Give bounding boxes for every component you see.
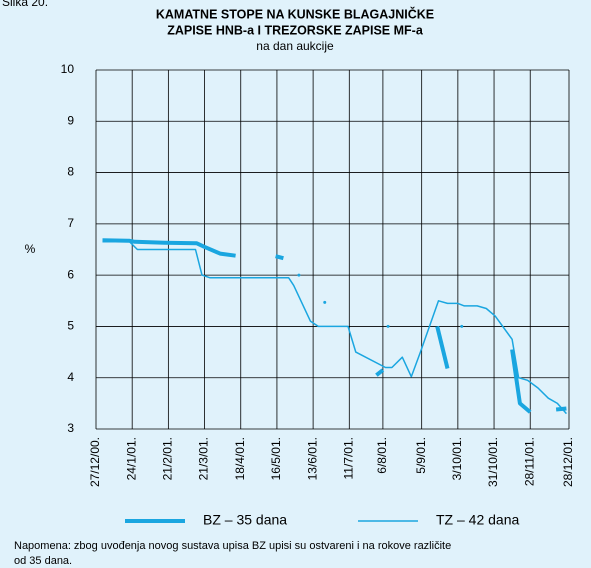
y-tick-label: 8 [67, 165, 74, 179]
x-tick-label: 16/5/01. [269, 437, 283, 480]
data-point [386, 324, 390, 328]
x-tick-label: 11/7/01. [341, 437, 355, 479]
note: Napomena: zbog uvođenja novog sustava up… [14, 540, 451, 552]
y-tick-label: 5 [67, 319, 74, 333]
y-tick-label: 4 [67, 370, 74, 384]
data-point [297, 273, 301, 277]
series-line [375, 368, 385, 377]
series-line [102, 238, 236, 258]
chart-title: ZAPISE HNB-a I TREZORSKE ZAPISE MF-a [167, 23, 424, 37]
note: od 35 dana. [14, 555, 72, 567]
x-tick-label: 24/1/01. [124, 437, 138, 480]
x-tick-label: 13/6/01. [305, 437, 319, 480]
legend-label: TZ – 42 dana [436, 512, 519, 528]
x-tick-label: 28/12/01. [561, 437, 575, 487]
x-tick-label: 3/10/01. [450, 437, 464, 480]
x-tick-label: 28/11/01. [522, 437, 536, 486]
x-tick-label: 5/9/01. [414, 437, 428, 474]
y-tick-label: 6 [67, 267, 74, 281]
series-line [510, 349, 532, 414]
chart-title: KAMATNE STOPE NA KUNSKE BLAGAJNIČKE [156, 6, 434, 21]
series-line [102, 241, 567, 415]
y-tick-label: 10 [61, 62, 75, 76]
series-line [275, 254, 284, 261]
y-axis-label: % [25, 242, 36, 256]
x-tick-label: 27/12/00. [88, 437, 102, 487]
y-tick-label: 3 [67, 421, 74, 435]
y-tick-label: 9 [67, 113, 74, 127]
x-tick-label: 21/2/01. [161, 437, 175, 480]
legend-label: BZ – 35 dana [203, 512, 287, 528]
data-point [460, 324, 464, 328]
series-line [555, 406, 567, 412]
chart-subtitle: na dan aukcije [256, 39, 334, 53]
x-tick-label: 6/8/01. [375, 437, 389, 474]
x-tick-label: 21/3/01. [197, 437, 211, 480]
data-point [323, 300, 327, 304]
series-line [435, 325, 450, 369]
x-tick-label: 18/4/01. [233, 437, 247, 480]
y-tick-label: 7 [67, 216, 74, 230]
figure-label: Slika 20. [2, 0, 48, 9]
x-tick-label: 31/10/01. [486, 437, 500, 487]
